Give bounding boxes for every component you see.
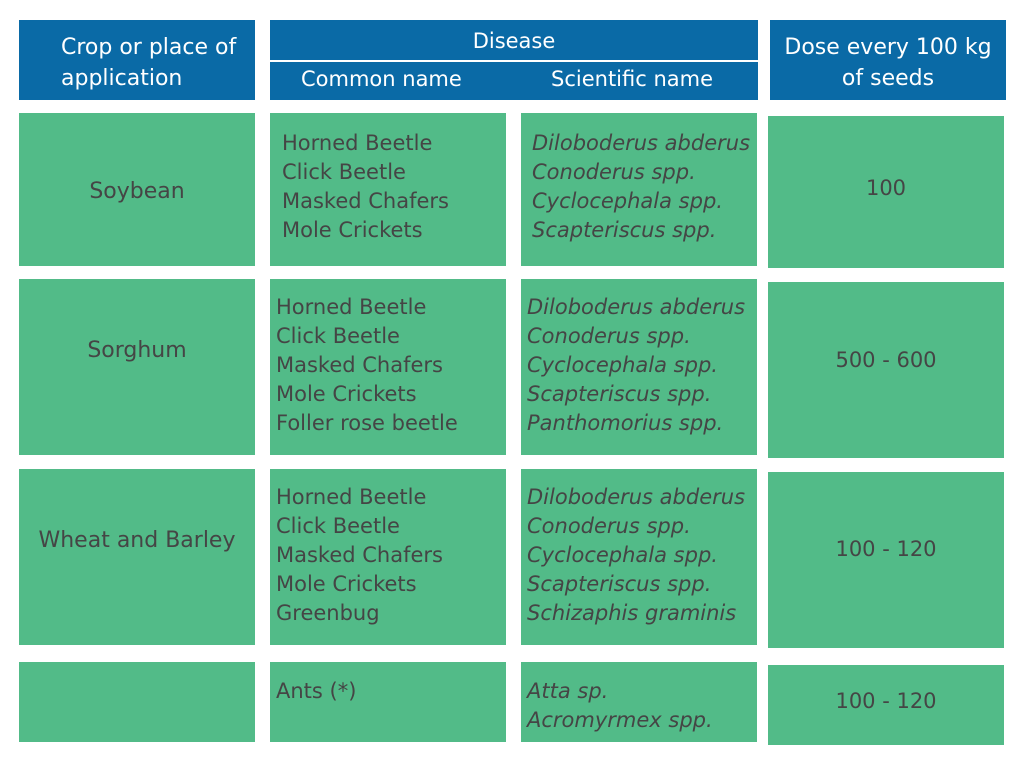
row-1-common-name: Masked Chafers (282, 189, 449, 213)
row-3-common-cell: Horned Beetle Click Beetle Masked Chafer… (270, 469, 506, 645)
row-4-common-name: Ants (*) (276, 679, 357, 703)
row-1-common-name: Horned Beetle (282, 131, 433, 155)
row-2-scientific-name: Panthomorius spp. (527, 411, 724, 435)
row-4-scientific-cell: Atta sp. Acromyrmex spp. (521, 662, 757, 742)
row-2-common-name: Mole Crickets (276, 382, 417, 406)
row-2-common-cell: Horned Beetle Click Beetle Masked Chafer… (270, 279, 506, 455)
row-3-common-name: Greenbug (276, 601, 380, 625)
row-1-dose-cell: 100 (768, 116, 1004, 268)
header-divider (270, 60, 758, 62)
row-2-dose: 500 - 600 (835, 348, 937, 372)
row-3-crop: Wheat and Barley (38, 528, 236, 553)
row-1-scientific-cell: Diloboderus abderus Conoderus spp. Cyclo… (521, 113, 757, 266)
header-disease-label: Disease (472, 29, 556, 53)
row-1-common-name: Mole Crickets (282, 218, 423, 242)
row-4-scientific-name: Acromyrmex spp. (527, 708, 713, 732)
header-dose-cell: Dose every 100 kg of seeds (770, 20, 1006, 100)
row-2-scientific-name: Cyclocephala spp. (527, 353, 718, 377)
row-2-dose-cell: 500 - 600 (768, 282, 1004, 458)
row-3-scientific-cell: Diloboderus abderus Conoderus spp. Cyclo… (521, 469, 757, 645)
row-4-scientific-name: Atta sp. (527, 679, 609, 703)
row-1-common-cell: Horned Beetle Click Beetle Masked Chafer… (270, 113, 506, 266)
row-1-scientific-name: Conoderus spp. (532, 160, 696, 184)
header-crop-cell: Crop or place of application (19, 20, 255, 100)
row-1-crop-cell: Soybean (19, 113, 255, 266)
row-2-scientific-name: Conoderus spp. (527, 324, 691, 348)
row-3-dose-cell: 100 - 120 (768, 472, 1004, 648)
row-2-common-name: Masked Chafers (276, 353, 443, 377)
row-2-scientific-name: Diloboderus abderus (527, 295, 746, 319)
header-dose-line-1: Dose every 100 kg (784, 35, 992, 60)
row-1-scientific-name: Cyclocephala spp. (532, 189, 723, 213)
header-crop-line-2: application (61, 66, 183, 91)
row-3-scientific-name: Diloboderus abderus (527, 485, 746, 509)
row-3-dose: 100 - 120 (835, 537, 937, 561)
row-2-crop: Sorghum (87, 338, 187, 363)
row-3-scientific-name: Scapteriscus spp. (527, 572, 712, 596)
header-scientific-name: Scientific name (551, 67, 714, 91)
header-dose-line-2: of seeds (841, 66, 935, 91)
row-1-scientific-name: Scapteriscus spp. (532, 218, 717, 242)
row-3-common-name: Horned Beetle (276, 485, 427, 509)
row-1-dose: 100 (865, 176, 907, 200)
row-3-common-name: Masked Chafers (276, 543, 443, 567)
row-1-common-name: Click Beetle (282, 160, 406, 184)
row-2-common-name: Horned Beetle (276, 295, 427, 319)
header-crop-line-1: Crop or place of (61, 35, 237, 60)
row-4-dose: 100 - 120 (835, 689, 937, 713)
row-3-crop-cell: Wheat and Barley (19, 469, 255, 645)
row-2-scientific-name: Scapteriscus spp. (527, 382, 712, 406)
row-3-scientific-name: Cyclocephala spp. (527, 543, 718, 567)
row-3-common-name: Click Beetle (276, 514, 400, 538)
row-3-common-name: Mole Crickets (276, 572, 417, 596)
row-2-common-name: Foller rose beetle (276, 411, 458, 435)
row-4-common-cell: Ants (*) (270, 662, 506, 742)
row-3-scientific-name: Schizaphis graminis (527, 601, 737, 625)
header-disease-cell: Disease Common name Scientific name (270, 20, 758, 100)
header-common-name: Common name (301, 67, 462, 91)
row-4-crop-cell (19, 662, 255, 742)
row-2-common-name: Click Beetle (276, 324, 400, 348)
row-2-scientific-cell: Diloboderus abderus Conoderus spp. Cyclo… (521, 279, 757, 455)
row-2-crop-cell: Sorghum (19, 279, 255, 455)
row-4-dose-cell: 100 - 120 (768, 665, 1004, 745)
row-1-crop: Soybean (89, 179, 185, 204)
row-3-scientific-name: Conoderus spp. (527, 514, 691, 538)
row-1-scientific-name: Diloboderus abderus (532, 131, 751, 155)
